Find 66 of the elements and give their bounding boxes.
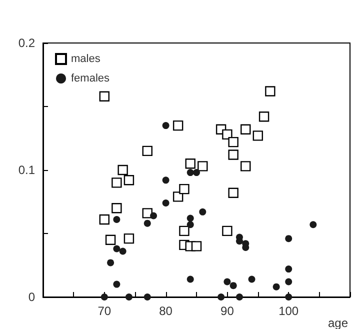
point bbox=[236, 294, 243, 300]
legend-label: males bbox=[71, 53, 101, 65]
point bbox=[105, 234, 116, 245]
point bbox=[224, 278, 231, 286]
point bbox=[150, 212, 158, 220]
point bbox=[179, 226, 190, 236]
point bbox=[191, 241, 202, 252]
point bbox=[142, 146, 152, 156]
y-tick-label: 0.2 bbox=[18, 36, 36, 50]
point bbox=[113, 216, 120, 224]
point bbox=[265, 86, 276, 96]
point bbox=[252, 130, 263, 141]
point bbox=[186, 221, 194, 228]
point bbox=[124, 175, 134, 186]
point bbox=[258, 112, 270, 122]
point bbox=[285, 294, 292, 300]
point bbox=[107, 259, 114, 266]
point bbox=[285, 278, 292, 286]
point bbox=[144, 220, 151, 227]
point bbox=[198, 161, 208, 172]
point bbox=[125, 294, 132, 300]
point bbox=[162, 200, 170, 207]
point bbox=[285, 266, 292, 273]
point bbox=[124, 233, 134, 244]
point bbox=[99, 214, 110, 225]
point bbox=[218, 294, 225, 300]
point bbox=[179, 184, 190, 194]
point bbox=[113, 280, 120, 288]
point bbox=[230, 282, 237, 290]
x-tick-label: 100 bbox=[278, 304, 299, 318]
point bbox=[272, 283, 280, 290]
point bbox=[113, 245, 120, 252]
point bbox=[199, 208, 206, 216]
point bbox=[186, 276, 194, 283]
point bbox=[310, 221, 317, 228]
point bbox=[228, 136, 238, 148]
point bbox=[240, 161, 251, 172]
x-tick-label: 70 bbox=[98, 304, 112, 318]
point bbox=[99, 91, 110, 102]
point bbox=[100, 294, 108, 300]
point bbox=[228, 188, 238, 198]
point bbox=[285, 235, 292, 242]
point bbox=[248, 276, 256, 283]
x-tick-label: 80 bbox=[159, 304, 173, 318]
point bbox=[162, 122, 170, 130]
point bbox=[186, 169, 194, 176]
point bbox=[222, 129, 232, 140]
point bbox=[172, 120, 184, 131]
point bbox=[162, 176, 170, 184]
point bbox=[112, 203, 122, 214]
point bbox=[185, 158, 196, 169]
point bbox=[186, 214, 194, 222]
point bbox=[119, 248, 126, 255]
point bbox=[172, 192, 184, 202]
point bbox=[144, 294, 151, 300]
y-tick-label: 0 bbox=[28, 290, 36, 304]
point bbox=[112, 178, 122, 188]
point bbox=[118, 164, 128, 176]
x-tick-label: 90 bbox=[220, 304, 234, 318]
point bbox=[228, 150, 238, 160]
y-tick-label: 0.1 bbox=[18, 163, 36, 177]
legend-label: females bbox=[71, 72, 110, 84]
point bbox=[142, 208, 152, 218]
point bbox=[240, 124, 251, 134]
point bbox=[222, 226, 232, 236]
point bbox=[193, 169, 200, 176]
